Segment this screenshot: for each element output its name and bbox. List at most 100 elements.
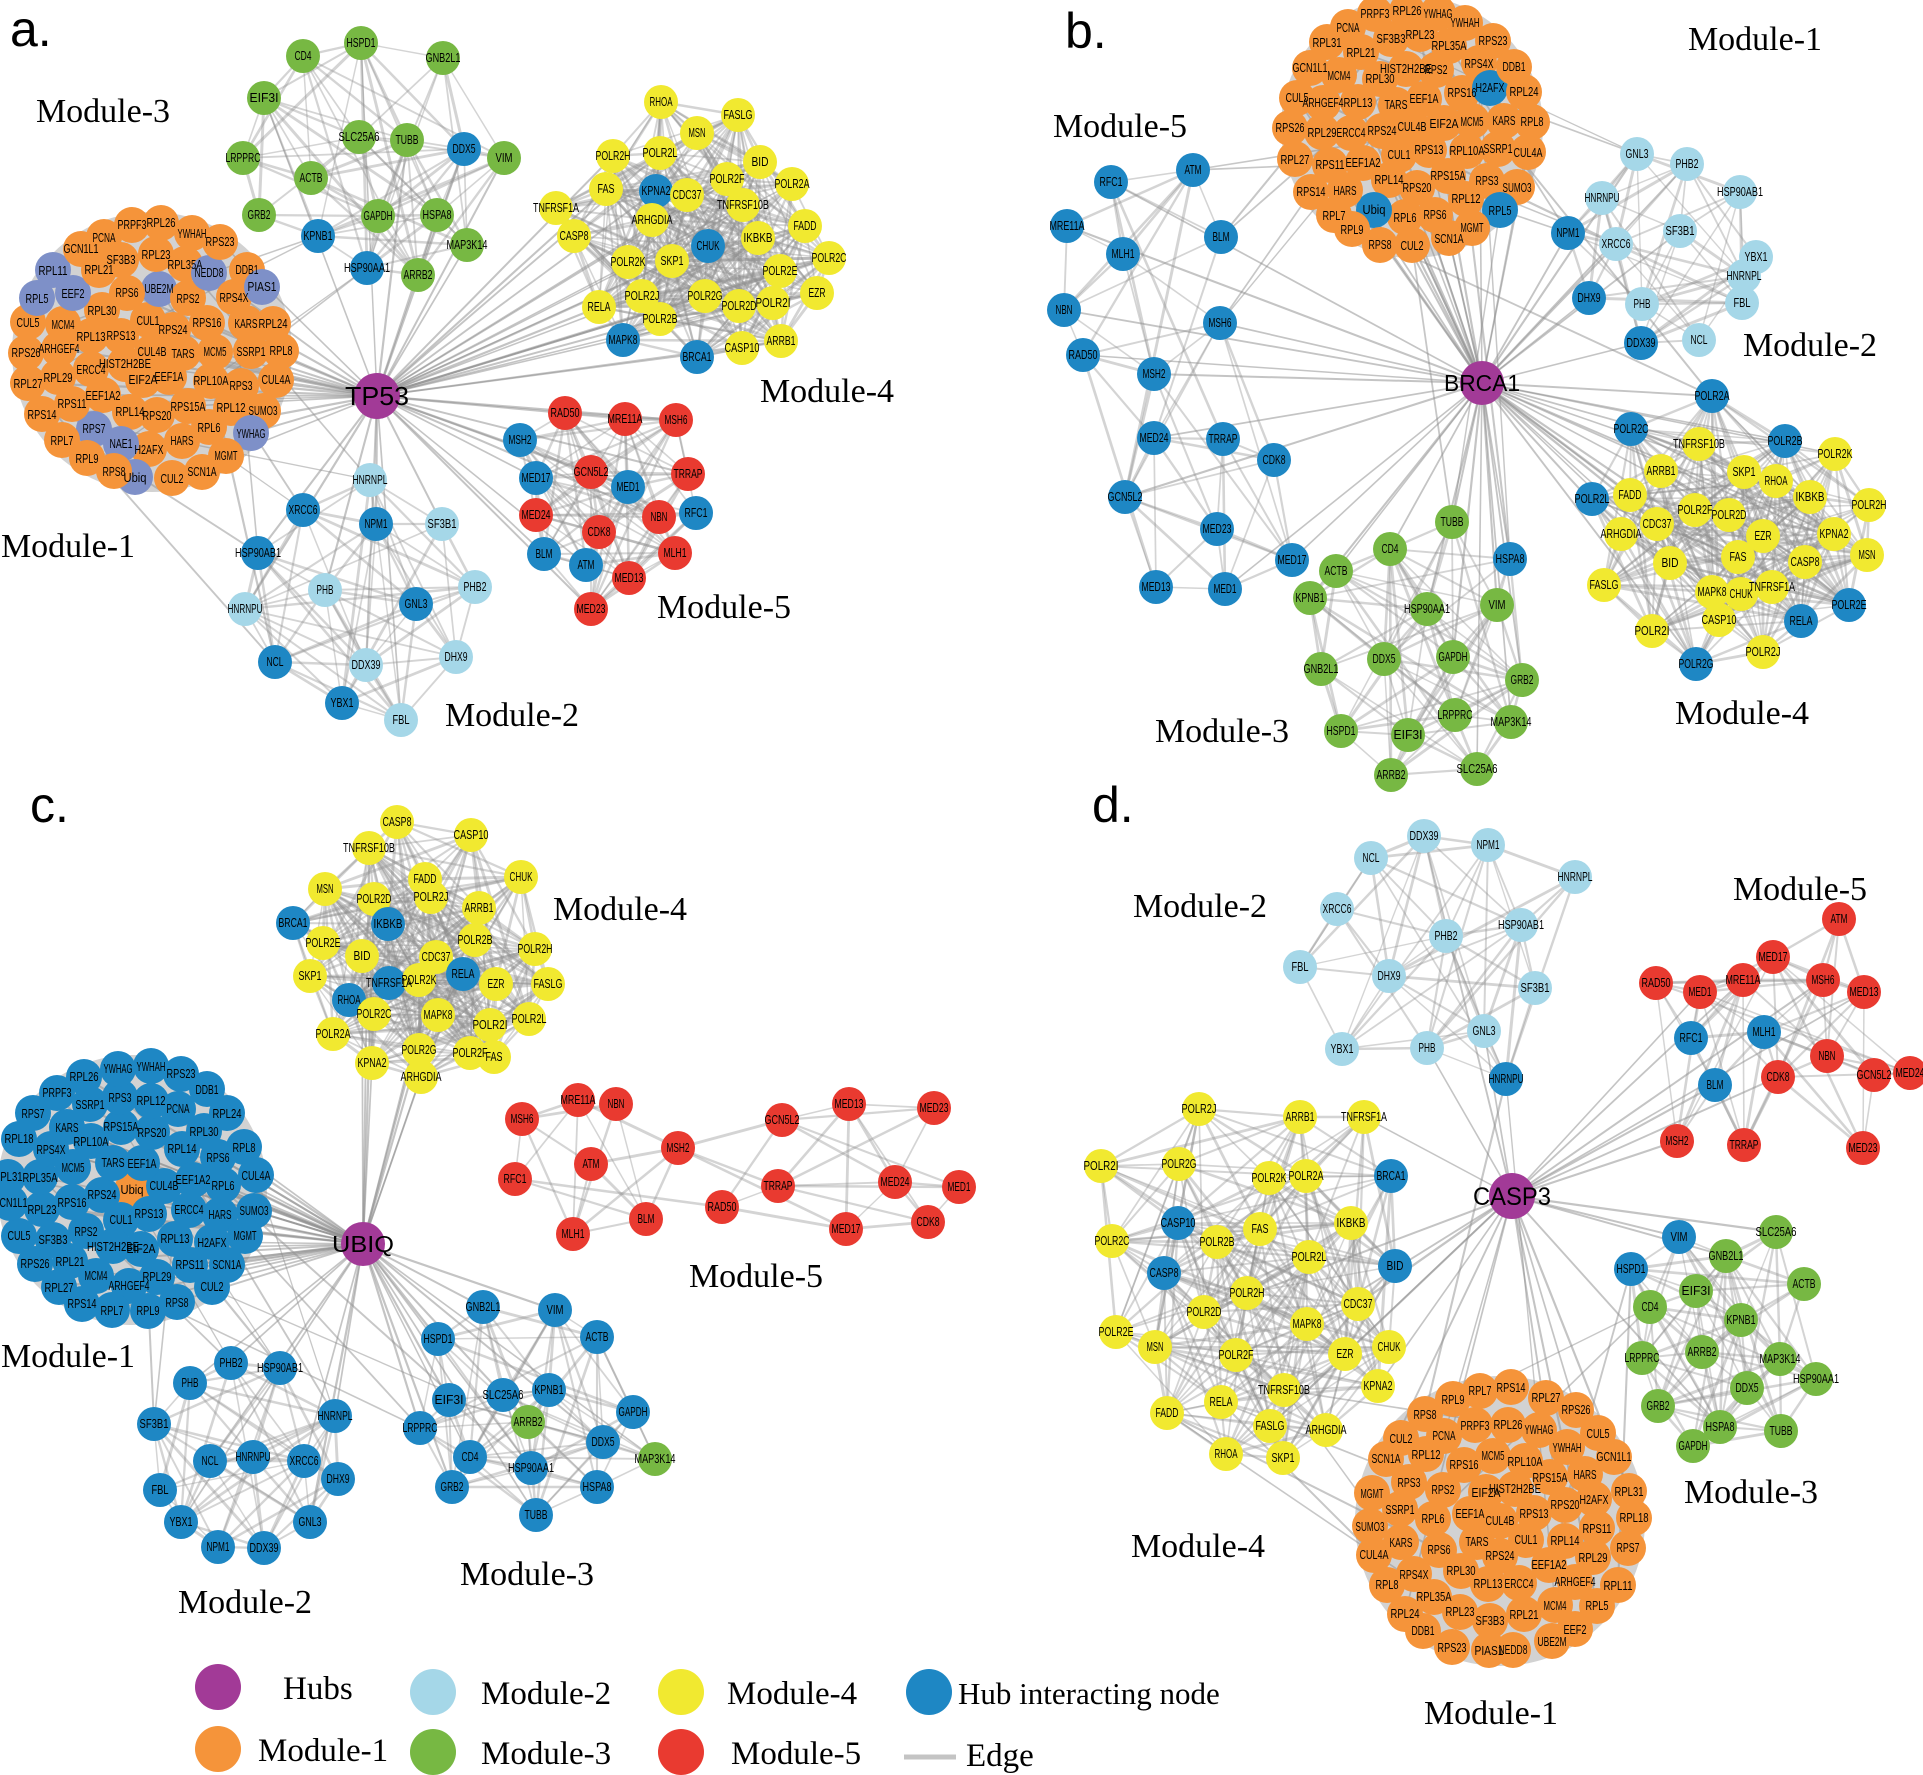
svg-text:UBE2M: UBE2M bbox=[145, 281, 174, 296]
svg-text:RPS20: RPS20 bbox=[143, 408, 172, 423]
svg-text:XRCC6: XRCC6 bbox=[289, 502, 318, 517]
svg-text:EZR: EZR bbox=[488, 976, 505, 991]
svg-text:EIF2A: EIF2A bbox=[127, 1241, 156, 1256]
svg-text:CHUK: CHUK bbox=[1730, 586, 1753, 601]
svg-text:MED13: MED13 bbox=[1850, 984, 1879, 999]
svg-text:BLM: BLM bbox=[638, 1211, 655, 1226]
svg-text:RELA: RELA bbox=[452, 966, 475, 981]
svg-text:BID: BID bbox=[354, 948, 371, 963]
svg-text:NCL: NCL bbox=[1363, 850, 1380, 865]
svg-text:RPL7: RPL7 bbox=[101, 1303, 124, 1318]
svg-text:VIM: VIM bbox=[1671, 1229, 1688, 1244]
svg-text:MLH1: MLH1 bbox=[562, 1226, 585, 1241]
svg-text:DDX39: DDX39 bbox=[1410, 828, 1439, 843]
svg-text:IKBKB: IKBKB bbox=[1796, 489, 1825, 504]
svg-text:POLR2C: POLR2C bbox=[357, 1006, 392, 1021]
svg-text:POLR2E: POLR2E bbox=[1099, 1324, 1134, 1339]
svg-text:NPM1: NPM1 bbox=[207, 1539, 230, 1554]
svg-text:RPL18: RPL18 bbox=[5, 1131, 34, 1146]
svg-text:POLR2I: POLR2I bbox=[756, 295, 791, 310]
svg-text:MED24: MED24 bbox=[1140, 430, 1169, 445]
svg-text:MED23: MED23 bbox=[920, 1100, 949, 1115]
svg-text:YWHAH: YWHAH bbox=[1553, 1440, 1582, 1455]
svg-text:ERCC4: ERCC4 bbox=[175, 1202, 204, 1217]
svg-text:LRPPRC: LRPPRC bbox=[1438, 707, 1473, 722]
svg-text:KPNB1: KPNB1 bbox=[1296, 590, 1325, 605]
svg-text:KARS: KARS bbox=[235, 316, 258, 331]
svg-text:FASLG: FASLG bbox=[534, 976, 563, 991]
svg-text:POLR2K: POLR2K bbox=[1252, 1170, 1287, 1185]
svg-text:d.: d. bbox=[1092, 777, 1134, 833]
svg-text:KPNB1: KPNB1 bbox=[1727, 1312, 1756, 1327]
svg-text:RPL13: RPL13 bbox=[1344, 95, 1373, 110]
svg-text:GNL3: GNL3 bbox=[405, 596, 428, 611]
svg-text:RPL30: RPL30 bbox=[1366, 71, 1395, 86]
svg-text:MCM5: MCM5 bbox=[204, 344, 227, 359]
svg-text:RFC1: RFC1 bbox=[685, 505, 708, 520]
svg-text:TRRAP: TRRAP bbox=[1730, 1137, 1759, 1152]
svg-text:PIAS1: PIAS1 bbox=[248, 279, 277, 294]
svg-text:POLR2C: POLR2C bbox=[1095, 1233, 1130, 1248]
svg-text:ERCC4: ERCC4 bbox=[1337, 125, 1366, 140]
svg-text:YWHAH: YWHAH bbox=[1451, 15, 1480, 30]
svg-text:DDX5: DDX5 bbox=[1736, 1380, 1759, 1395]
svg-text:MAP3K14: MAP3K14 bbox=[635, 1451, 676, 1466]
svg-text:RPL11: RPL11 bbox=[39, 263, 68, 278]
svg-text:SF3B3: SF3B3 bbox=[1377, 31, 1406, 46]
svg-text:CUL2: CUL2 bbox=[201, 1279, 224, 1294]
svg-text:RPL9: RPL9 bbox=[1442, 1392, 1465, 1407]
svg-text:RPL8: RPL8 bbox=[233, 1140, 256, 1155]
svg-text:EEF1A2: EEF1A2 bbox=[176, 1172, 211, 1187]
svg-text:MRE11A: MRE11A bbox=[561, 1092, 596, 1107]
svg-text:EZR: EZR bbox=[1337, 1346, 1354, 1361]
svg-text:CASP8: CASP8 bbox=[1791, 554, 1820, 569]
svg-text:MED23: MED23 bbox=[1849, 1140, 1878, 1155]
svg-text:POLR2G: POLR2G bbox=[402, 1042, 437, 1057]
svg-text:MED24: MED24 bbox=[1896, 1065, 1923, 1080]
svg-text:GCN5L2: GCN5L2 bbox=[574, 464, 609, 479]
svg-text:EEF1A: EEF1A bbox=[1456, 1506, 1485, 1521]
svg-text:Module-3: Module-3 bbox=[460, 1556, 594, 1593]
svg-text:CUL4A: CUL4A bbox=[1360, 1547, 1389, 1562]
svg-text:RPL6: RPL6 bbox=[1394, 210, 1417, 225]
svg-text:RPL29: RPL29 bbox=[1308, 125, 1337, 140]
svg-text:CDC37: CDC37 bbox=[422, 949, 451, 964]
svg-text:MSN: MSN bbox=[1859, 547, 1876, 562]
svg-text:Module-2: Module-2 bbox=[445, 697, 579, 734]
svg-text:PCNA: PCNA bbox=[1433, 1428, 1456, 1443]
svg-text:POLR2B: POLR2B bbox=[1200, 1234, 1235, 1249]
svg-text:FASLG: FASLG bbox=[1256, 1418, 1285, 1433]
svg-text:RPS6: RPS6 bbox=[207, 1150, 230, 1165]
svg-text:ARRB2: ARRB2 bbox=[1377, 767, 1406, 782]
svg-text:HIST2H2BE: HIST2H2BE bbox=[1489, 1481, 1541, 1496]
svg-text:NEDD8: NEDD8 bbox=[1499, 1642, 1528, 1657]
svg-text:EEF2: EEF2 bbox=[62, 286, 85, 301]
svg-text:YWHAG: YWHAG bbox=[237, 426, 266, 441]
svg-text:HSPD1: HSPD1 bbox=[347, 35, 376, 50]
svg-text:NPM1: NPM1 bbox=[365, 516, 388, 531]
svg-text:CUL4B: CUL4B bbox=[150, 1178, 179, 1193]
svg-text:Module-2: Module-2 bbox=[178, 1584, 312, 1621]
svg-text:HSPD1: HSPD1 bbox=[424, 1331, 453, 1346]
svg-text:Module-5: Module-5 bbox=[657, 589, 791, 626]
svg-text:CDK8: CDK8 bbox=[1767, 1069, 1790, 1084]
svg-text:ACTB: ACTB bbox=[1793, 1276, 1816, 1291]
svg-text:ARHGEF4: ARHGEF4 bbox=[39, 341, 80, 356]
svg-text:HSP90AB1: HSP90AB1 bbox=[1498, 917, 1544, 932]
svg-text:FAS: FAS bbox=[486, 1049, 503, 1064]
svg-text:FBL: FBL bbox=[152, 1482, 169, 1497]
svg-text:MSN: MSN bbox=[1147, 1339, 1164, 1354]
svg-text:POLR2G: POLR2G bbox=[1162, 1156, 1197, 1171]
svg-text:MCM4: MCM4 bbox=[85, 1268, 108, 1283]
svg-text:SF3B3: SF3B3 bbox=[1476, 1613, 1505, 1628]
svg-text:CDK8: CDK8 bbox=[1263, 452, 1286, 467]
svg-text:MAPK8: MAPK8 bbox=[1293, 1316, 1322, 1331]
svg-text:BRCA1: BRCA1 bbox=[1444, 370, 1520, 396]
svg-text:MAP3K14: MAP3K14 bbox=[1760, 1351, 1801, 1366]
svg-text:HNRNPU: HNRNPU bbox=[228, 601, 263, 616]
svg-text:RPS11: RPS11 bbox=[58, 396, 87, 411]
svg-text:SUMO3: SUMO3 bbox=[249, 403, 278, 418]
svg-text:CASP10: CASP10 bbox=[725, 340, 760, 355]
svg-text:CDK8: CDK8 bbox=[588, 524, 611, 539]
svg-text:RHOA: RHOA bbox=[1765, 473, 1788, 488]
